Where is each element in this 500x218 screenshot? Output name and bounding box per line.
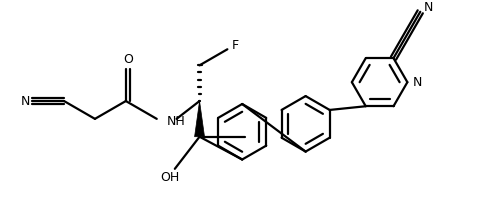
Text: O: O [123,53,133,66]
Text: NH: NH [166,115,186,128]
Polygon shape [194,101,204,137]
Text: N: N [412,76,422,89]
Text: N: N [424,1,433,14]
Text: N: N [20,95,30,107]
Text: F: F [232,39,239,52]
Text: OH: OH [160,171,180,184]
